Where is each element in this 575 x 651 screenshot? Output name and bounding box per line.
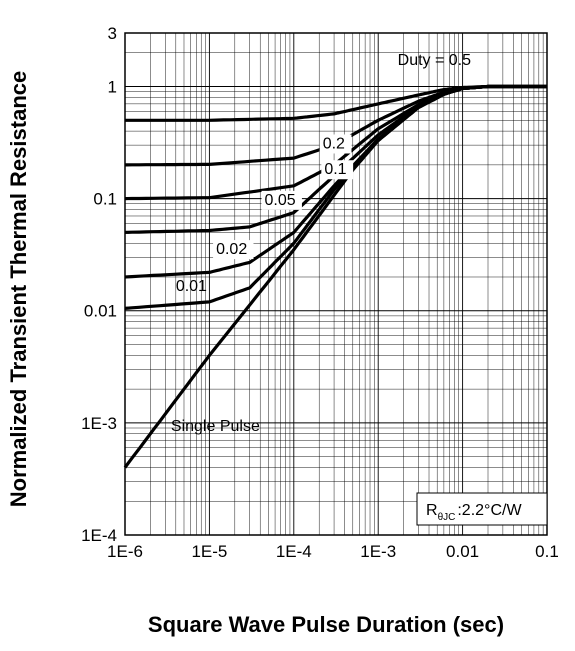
y-tick-label: 0.01 xyxy=(84,302,117,321)
curves xyxy=(123,84,547,469)
curve-labels: Single Pulse 0.01 0.02 0.05 0.1 0.2 Duty = 0.5 xyxy=(171,52,471,435)
x-tick-label: 1E-6 xyxy=(107,542,143,561)
curve-label: 0.05 xyxy=(265,192,296,209)
curve-series-2 xyxy=(124,84,547,279)
curve-series-6 xyxy=(125,84,547,122)
x-axis-title: Square Wave Pulse Duration (sec) xyxy=(148,612,504,637)
curve-label: Duty = 0.5 xyxy=(398,52,471,69)
x-tick-label: 0.01 xyxy=(446,542,479,561)
curve-label: 0.2 xyxy=(323,135,345,152)
y-tick-label: 0.1 xyxy=(93,190,117,209)
y-tick-label: 1E-4 xyxy=(81,526,117,545)
plot-frame xyxy=(124,32,548,536)
thermal-resistance-value: RθJC:2.2°C/W xyxy=(426,502,522,523)
x-tick-label: 0.1 xyxy=(535,542,559,561)
thermal-resistance-symbol: R xyxy=(426,502,438,519)
curve-label: 0.1 xyxy=(324,161,346,178)
thermal-resistance-box-frame xyxy=(416,492,548,526)
thermal-resistance-value-text: :2.2°C/W xyxy=(457,502,522,519)
thermal-resistance-subscript: θJC xyxy=(438,512,456,523)
x-tick-label: 1E-3 xyxy=(360,542,396,561)
curve-series-3 xyxy=(124,84,547,234)
curve-label-bg xyxy=(213,240,254,260)
thermal-resistance-box: RθJC:2.2°C/W xyxy=(416,492,548,526)
tick-labels: 1E-6 1E-5 1E-4 1E-3 0.01 0.1 1E-4 1E-3 0.01 0.1 1 3 xyxy=(81,24,559,561)
x-tick-label: 1E-4 xyxy=(276,542,312,561)
y-tick-label: 1E-3 xyxy=(81,414,117,433)
y-tick-label: 1 xyxy=(108,77,117,96)
curve-label: 0.02 xyxy=(216,241,247,258)
curve-label-bg xyxy=(321,160,354,180)
x-tick-label: 1E-5 xyxy=(191,542,227,561)
curve-label-bg xyxy=(319,134,352,154)
y-tick-label: 3 xyxy=(108,24,117,43)
curve-label-bg xyxy=(261,190,302,210)
curve-label: 0.01 xyxy=(176,278,207,295)
curve-label: Single Pulse xyxy=(171,418,260,435)
y-axis-title: Normalized Transient Thermal Resistance xyxy=(6,71,31,508)
